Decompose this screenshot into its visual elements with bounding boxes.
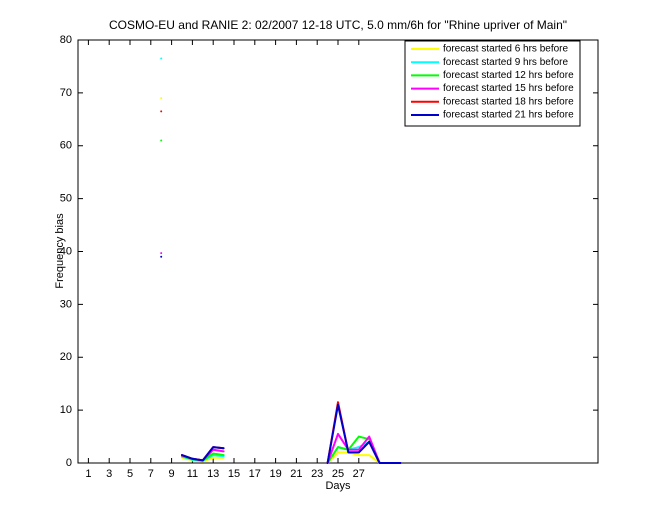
chart-title: COSMO-EU and RANIE 2: 02/2007 12-18 UTC,…	[109, 18, 567, 32]
legend-label: forecast started 15 hrs before	[443, 83, 574, 94]
series-line	[160, 57, 402, 464]
x-tick-label: 21	[290, 468, 302, 480]
series-line	[160, 252, 402, 464]
y-tick-label: 10	[60, 404, 72, 416]
x-tick-label: 19	[269, 468, 281, 480]
legend-label: forecast started 9 hrs before	[443, 57, 569, 68]
y-tick-label: 70	[60, 87, 72, 99]
x-tick-label: 11	[187, 468, 198, 480]
y-tick-label: 60	[60, 140, 72, 152]
series-line	[160, 110, 402, 464]
y-tick-label: 30	[60, 298, 72, 310]
y-tick-label: 80	[60, 34, 72, 46]
x-tick-label: 9	[169, 468, 175, 480]
x-tick-label: 7	[148, 468, 154, 480]
x-tick-label: 15	[228, 468, 240, 480]
x-tick-label: 27	[353, 468, 365, 480]
legend-label: forecast started 21 hrs before	[443, 110, 574, 121]
x-axis-label: Days	[325, 480, 351, 492]
y-tick-label: 0	[66, 457, 72, 469]
x-tick-label: 23	[311, 468, 323, 480]
x-tick-label: 5	[127, 468, 133, 480]
y-tick-label: 40	[60, 245, 72, 257]
legend-label: forecast started 12 hrs before	[443, 70, 574, 81]
x-tick-label: 13	[207, 468, 219, 480]
x-tick-label: 25	[332, 468, 344, 480]
x-tick-label: 1	[85, 468, 91, 480]
legend-box	[404, 40, 581, 127]
y-axis-label: Frequency bias	[54, 213, 66, 289]
legend-label: forecast started 6 hrs before	[443, 44, 569, 55]
y-tick-label: 20	[60, 351, 72, 363]
y-tick-label: 50	[60, 193, 72, 205]
legend-label: forecast started 18 hrs before	[443, 96, 574, 107]
x-tick-label: 3	[106, 468, 112, 480]
series-line	[160, 255, 402, 464]
series-line	[160, 97, 402, 464]
x-tick-label: 17	[249, 468, 261, 480]
series-line	[160, 139, 402, 464]
